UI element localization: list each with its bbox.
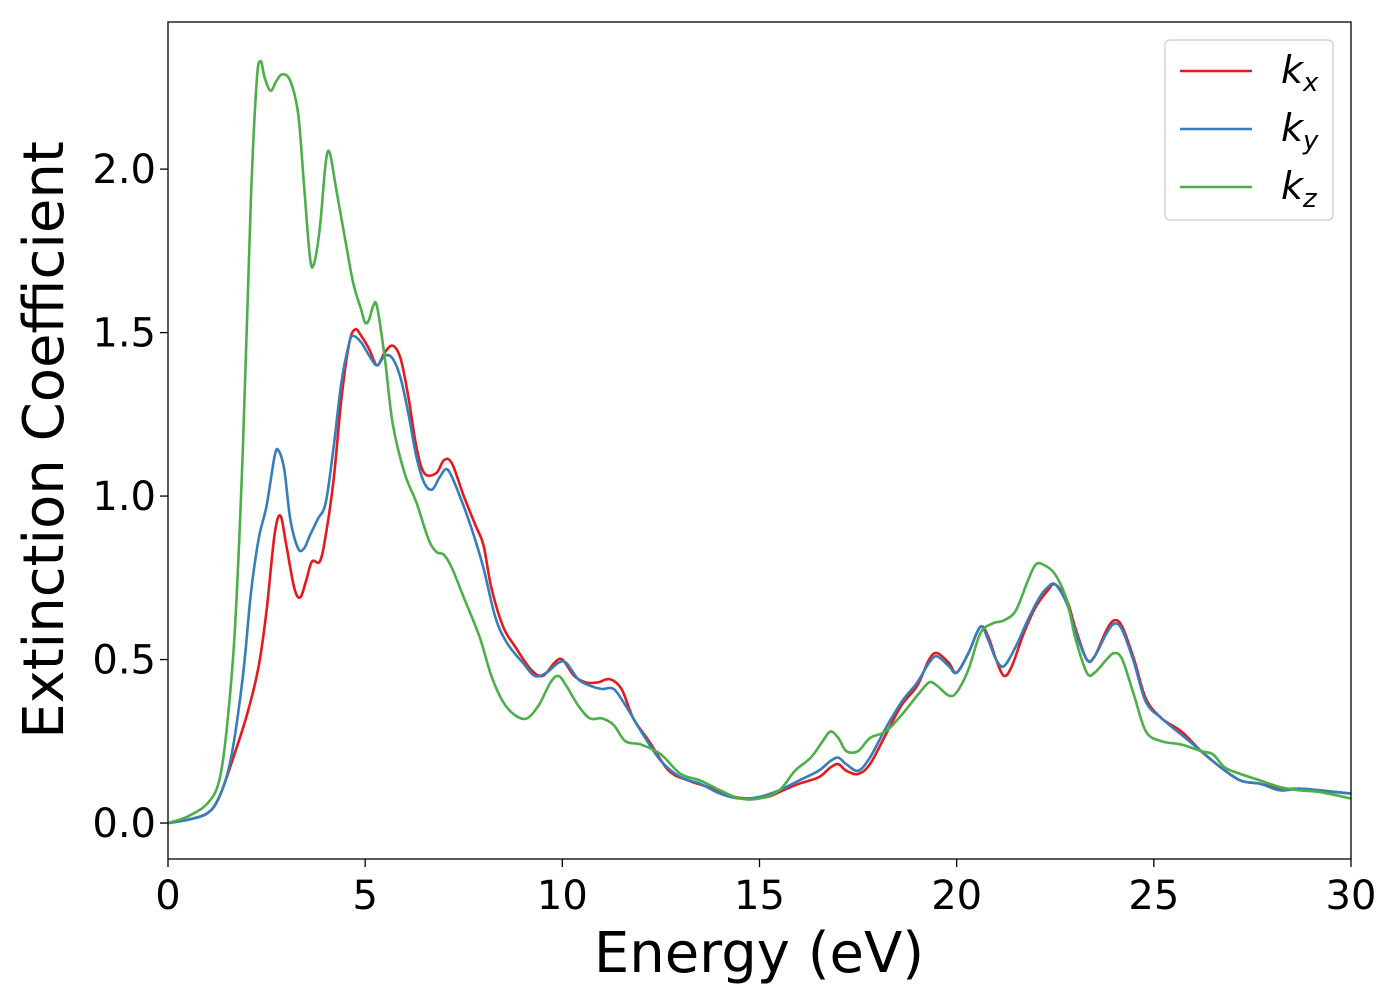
series-layer: [168, 59, 1351, 825]
y-tick-label: 0.0: [92, 801, 156, 847]
x-tick-label: 0: [155, 873, 180, 919]
legend: kx ky kz: [1164, 39, 1334, 221]
legend-label-kx: kx: [1281, 48, 1319, 98]
legend-label-ky: ky: [1281, 106, 1319, 156]
y-tick-label: 2.0: [92, 147, 156, 193]
x-tick-label: 10: [537, 873, 588, 919]
y-axis-label: Extinction Coefficient: [12, 141, 77, 739]
series-line-ky: [168, 334, 1351, 825]
series-line-kz: [168, 59, 1351, 825]
y-tick-label: 1.5: [92, 311, 156, 357]
y-axis: 0.0 0.5 1.0 1.5 2.0: [92, 147, 168, 847]
x-axis: 0 5 10 15 20 25 30: [155, 859, 1376, 919]
x-tick-label: 25: [1128, 873, 1179, 919]
x-axis-label: Energy (eV): [594, 921, 924, 986]
x-tick-label: 15: [734, 873, 785, 919]
x-tick-label: 30: [1326, 873, 1377, 919]
y-tick-label: 1.0: [92, 474, 156, 520]
legend-label-kz: kz: [1281, 164, 1318, 214]
y-tick-label: 0.5: [92, 638, 156, 684]
x-tick-label: 5: [352, 873, 377, 919]
x-tick-label: 20: [931, 873, 982, 919]
